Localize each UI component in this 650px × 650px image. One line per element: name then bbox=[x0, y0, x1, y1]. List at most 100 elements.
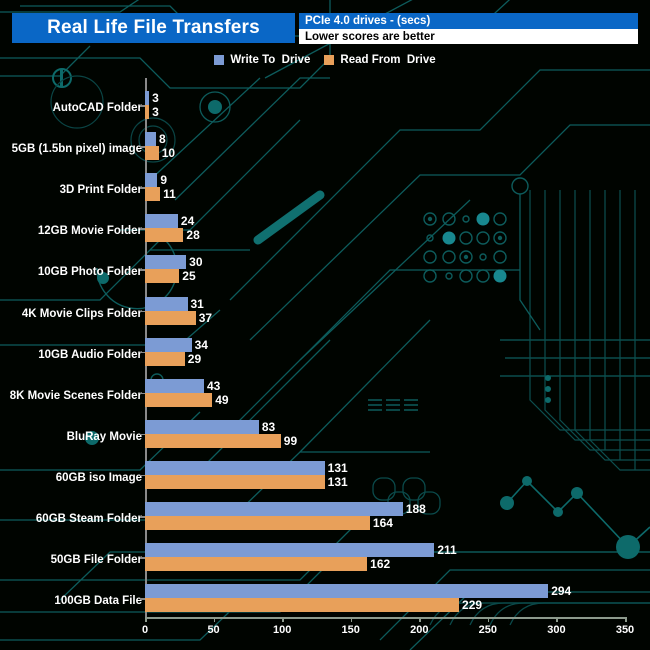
y-axis-tick bbox=[140, 105, 145, 107]
bar-write-to-drive bbox=[145, 214, 178, 229]
bar-row: 4K Movie Clips Folder 31 37 bbox=[0, 296, 650, 325]
bar-row: 10GB Photo Folder 30 25 bbox=[0, 255, 650, 284]
bar-row: 3D Print Folder 9 11 bbox=[0, 173, 650, 202]
bar-row: 60GB Steam Folder 188 164 bbox=[0, 502, 650, 530]
chart-note-lower-is-better: Lower scores are better bbox=[299, 29, 638, 44]
category-label: 12GB Movie Folder bbox=[37, 225, 142, 238]
category-label: 3D Print Folder bbox=[59, 184, 142, 197]
x-axis-tick bbox=[282, 617, 284, 622]
category-label: 60GB Steam Folder bbox=[35, 513, 142, 525]
bar-value-label: 229 bbox=[462, 598, 483, 613]
bar-row: 50GB File Folder 211 162 bbox=[0, 543, 650, 572]
bar-read-from-drive bbox=[145, 392, 213, 407]
bar-value-label: 131 bbox=[327, 474, 348, 489]
bar-read-from-drive bbox=[145, 351, 185, 366]
bar-read-from-drive bbox=[145, 516, 370, 530]
y-axis-tick bbox=[140, 187, 145, 189]
bar-write-to-drive bbox=[145, 255, 187, 270]
chart-legend: Write To Drive Read From Drive bbox=[0, 50, 650, 70]
bar-value-label: 31 bbox=[190, 296, 204, 311]
x-axis-tick bbox=[487, 617, 490, 622]
x-axis-tick-label: 200 bbox=[410, 624, 429, 636]
y-axis-tick bbox=[140, 269, 145, 271]
bar-read-from-drive bbox=[145, 557, 368, 572]
x-axis-tick bbox=[556, 617, 558, 622]
bar-row: BluRay Movie 83 99 bbox=[0, 419, 650, 448]
bar-write-to-drive bbox=[145, 543, 435, 558]
bar-read-from-drive bbox=[145, 474, 325, 489]
category-label: 10GB Audio Folder bbox=[38, 348, 142, 361]
bar-value-label: 3 bbox=[152, 105, 159, 119]
y-axis-tick bbox=[140, 474, 145, 477]
bar-value-label: 211 bbox=[437, 543, 457, 558]
bar-value-label: 164 bbox=[372, 516, 393, 530]
bar-write-to-drive bbox=[145, 132, 156, 147]
x-axis-tick bbox=[213, 617, 216, 622]
bar-read-from-drive bbox=[145, 269, 180, 284]
bar-value-label: 34 bbox=[194, 337, 208, 352]
y-axis-tick bbox=[140, 228, 145, 230]
x-axis-tick-label: 50 bbox=[207, 624, 220, 636]
bar-value-label: 162 bbox=[370, 557, 391, 572]
bar-value-label: 9 bbox=[160, 173, 168, 188]
bar-write-to-drive bbox=[145, 173, 158, 188]
legend-label-write: Write To Drive bbox=[230, 54, 311, 66]
bar-write-to-drive bbox=[145, 296, 188, 311]
category-label: 4K Movie Clips Folder bbox=[21, 307, 142, 320]
category-label: 60GB iso Image bbox=[55, 471, 142, 484]
x-axis-tick-label: 300 bbox=[547, 624, 566, 636]
x-axis-tick bbox=[350, 617, 353, 622]
bar-value-label: 294 bbox=[551, 584, 572, 599]
category-label: 8K Movie Scenes Folder bbox=[9, 389, 142, 402]
y-axis-tick bbox=[140, 598, 145, 600]
y-axis-tick bbox=[140, 516, 145, 518]
bar-value-label: 43 bbox=[206, 378, 221, 393]
legend-swatch-read-icon bbox=[324, 55, 335, 65]
bar-row: 100GB Data File 294 229 bbox=[0, 584, 650, 613]
x-axis-tick-label: 0 bbox=[141, 624, 149, 636]
bar-write-to-drive bbox=[145, 502, 403, 516]
bar-read-from-drive bbox=[145, 146, 159, 161]
bar-read-from-drive bbox=[145, 310, 196, 325]
bar-write-to-drive bbox=[145, 460, 325, 475]
x-axis-tick bbox=[625, 617, 627, 622]
category-label: 5GB (1.5bn pixel) image bbox=[11, 143, 142, 156]
bar-read-from-drive bbox=[145, 433, 281, 448]
bar-read-from-drive bbox=[145, 105, 150, 119]
bar-row: 8K Movie Scenes Folder 43 49 bbox=[0, 378, 650, 407]
chart-title: Real Life File Transfers bbox=[12, 13, 295, 43]
bar-value-label: 30 bbox=[189, 255, 203, 270]
category-label: 10GB Photo Folder bbox=[37, 266, 142, 279]
bar-value-label: 131 bbox=[327, 460, 348, 475]
bar-value-label: 99 bbox=[283, 433, 298, 448]
bar-row: 10GB Audio Folder 34 29 bbox=[0, 337, 650, 366]
y-axis-tick bbox=[140, 557, 145, 559]
bar-value-label: 10 bbox=[161, 146, 176, 161]
bar-value-label: 28 bbox=[186, 228, 200, 243]
plot-area: AutoCAD Folder 3 3 5GB (1.5bn pixel) image 8… bbox=[0, 78, 650, 636]
y-axis-tick bbox=[140, 310, 145, 312]
bar-read-from-drive bbox=[145, 598, 460, 613]
legend-swatch-write-icon bbox=[214, 55, 225, 65]
category-label: AutoCAD Folder bbox=[52, 102, 142, 114]
x-axis-tick-label: 250 bbox=[478, 624, 498, 636]
bar-value-label: 83 bbox=[261, 419, 276, 434]
bar-value-label: 25 bbox=[182, 269, 196, 284]
chart-subtitle-units: PCIe 4.0 drives - (secs) bbox=[299, 13, 638, 29]
bar-write-to-drive bbox=[145, 419, 259, 434]
bar-value-label: 24 bbox=[180, 214, 195, 229]
bar-value-label: 29 bbox=[187, 351, 202, 366]
legend-item-read-from-drive: Read From Drive bbox=[324, 54, 436, 66]
bar-value-label: 8 bbox=[158, 132, 166, 147]
y-axis-tick bbox=[140, 146, 145, 148]
bar-value-label: 49 bbox=[215, 392, 229, 407]
category-label: 50GB File Folder bbox=[50, 554, 142, 567]
y-axis-tick bbox=[140, 392, 145, 395]
x-axis-line bbox=[145, 617, 626, 619]
bar-row: AutoCAD Folder 3 3 bbox=[0, 91, 650, 119]
bar-read-from-drive bbox=[145, 187, 161, 202]
y-axis-tick bbox=[140, 351, 145, 354]
legend-item-write-to-drive: Write To Drive bbox=[214, 54, 310, 66]
